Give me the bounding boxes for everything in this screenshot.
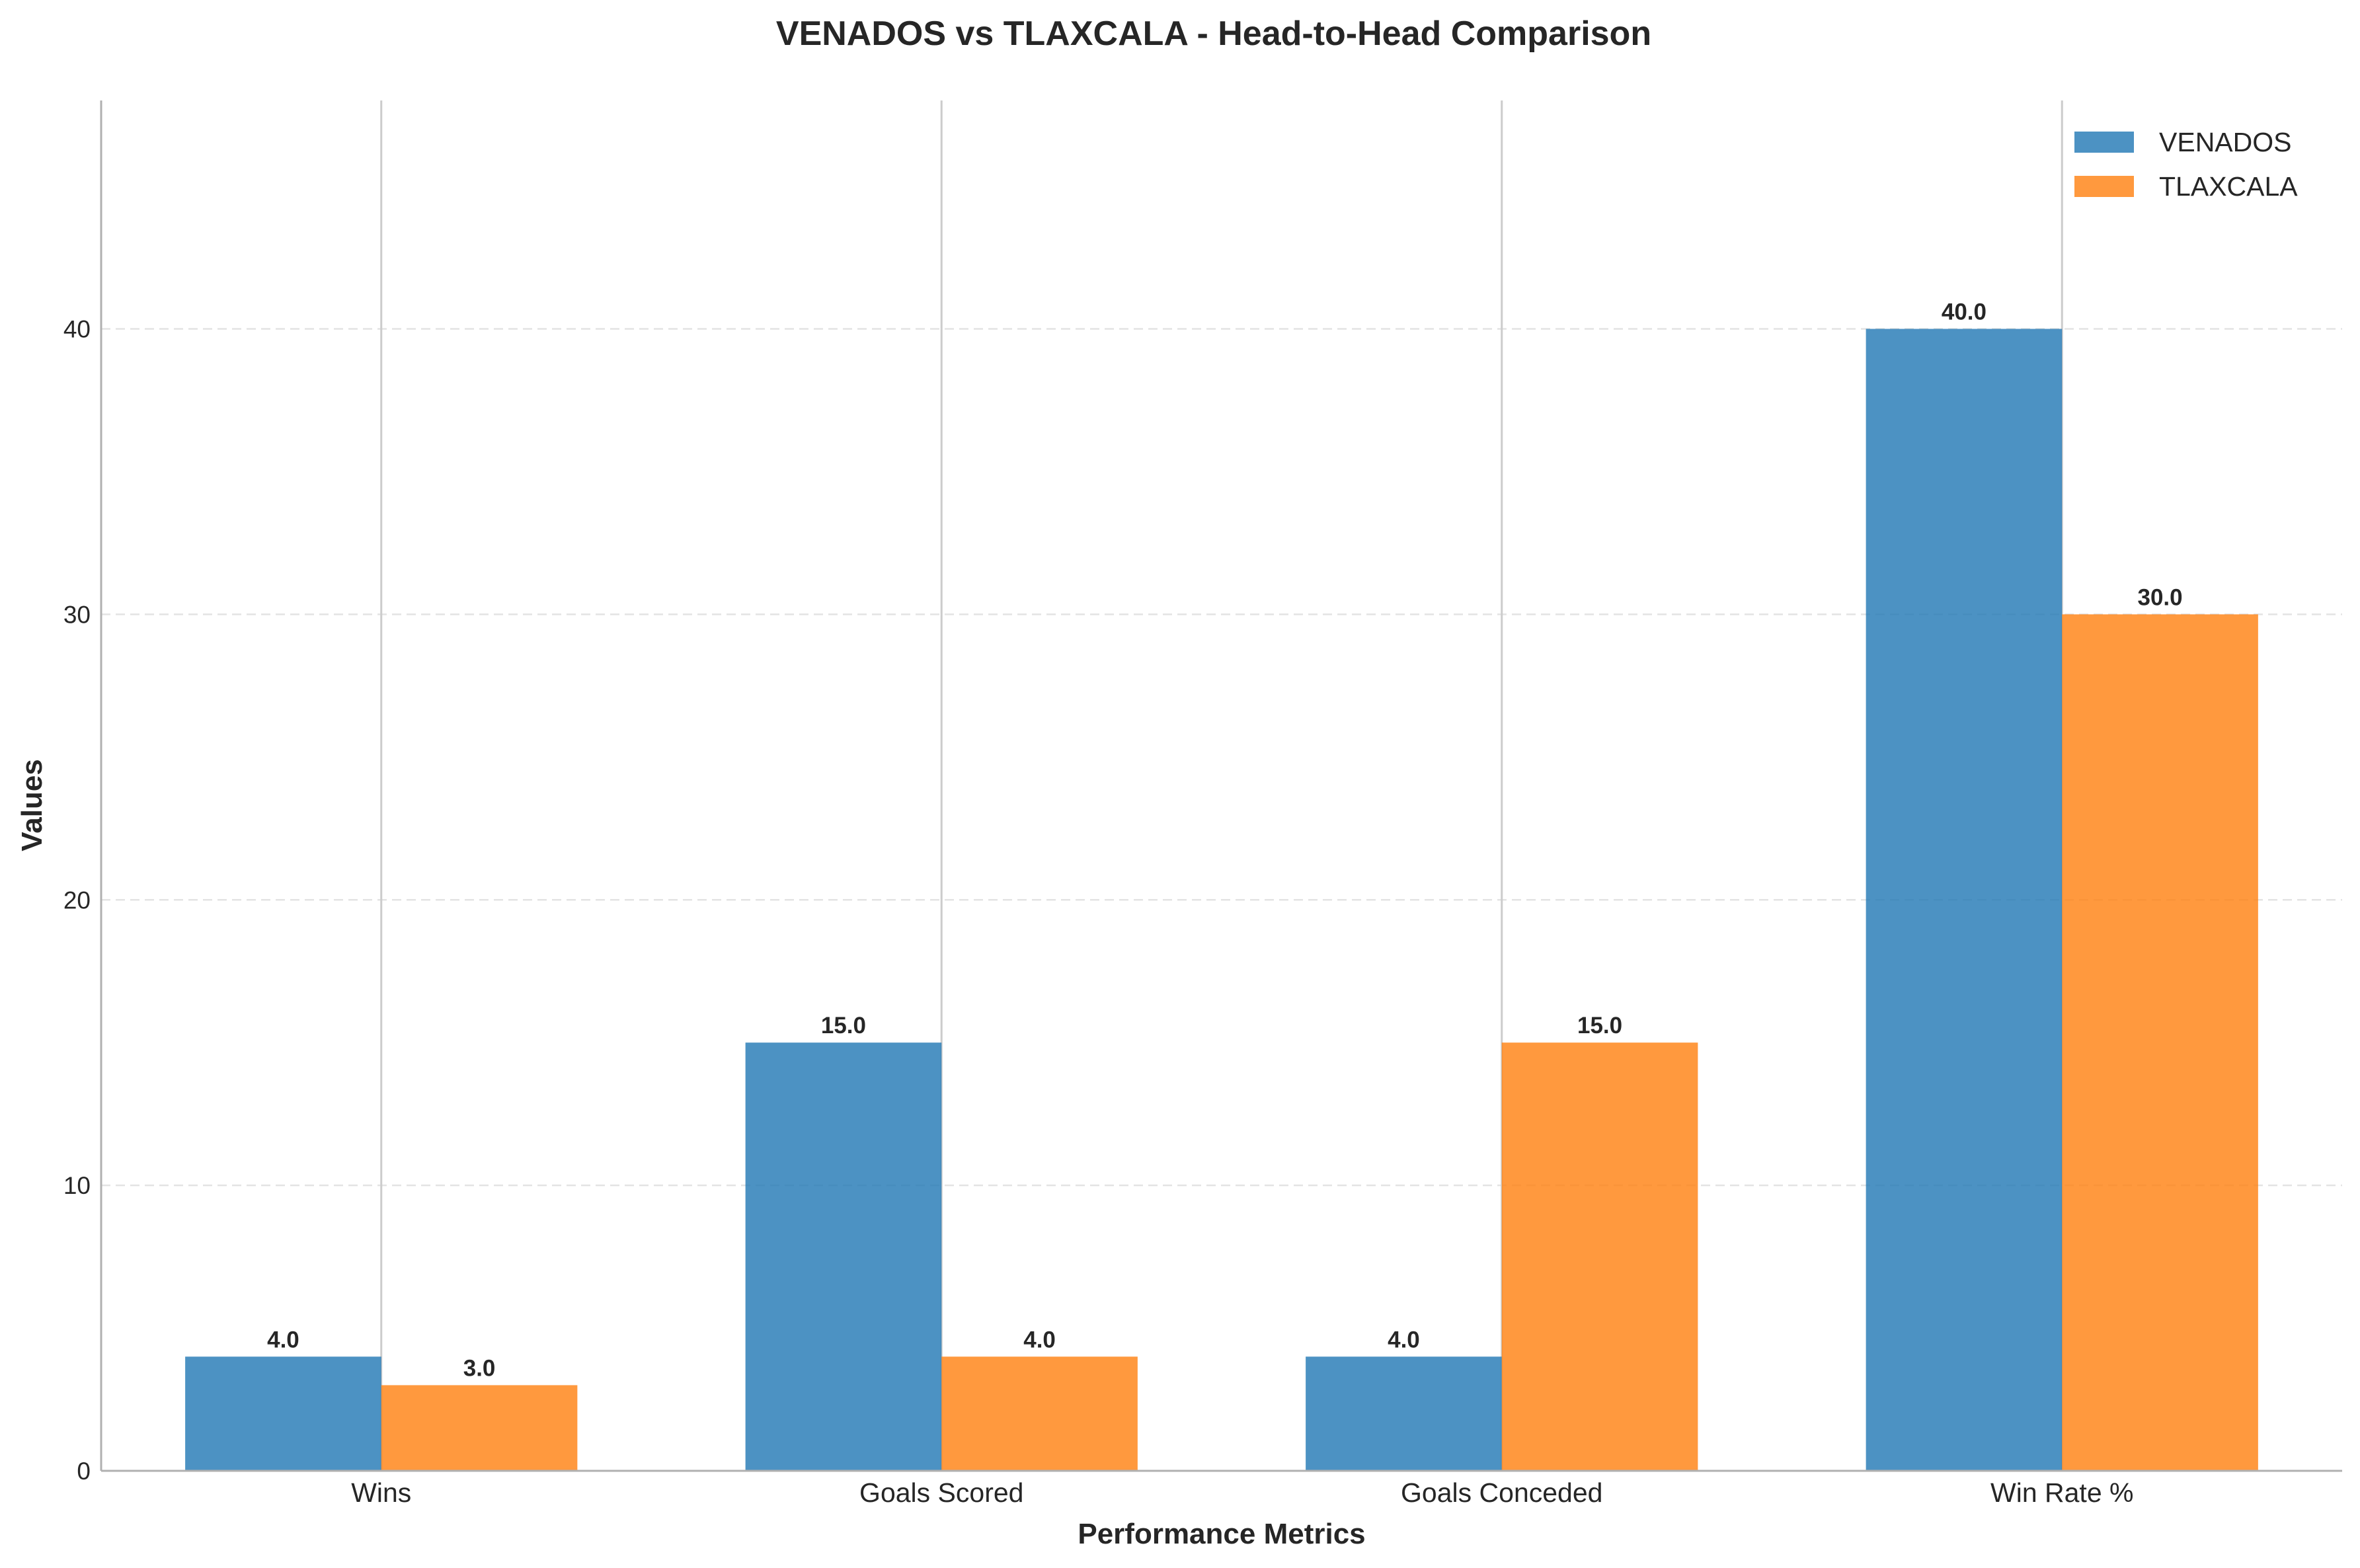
y-tick-label: 30 [63, 601, 91, 628]
x-tick-label: Goals Conceded [1401, 1477, 1602, 1508]
bar-tlaxcala [381, 1385, 578, 1471]
y-tick-labels: 0 10 20 30 40 [63, 316, 91, 1485]
bar-value-label: 15.0 [1577, 1013, 1622, 1039]
x-tick-label: Goals Scored [859, 1477, 1023, 1508]
bars [185, 329, 2258, 1471]
chart-title: VENADOS vs TLAXCALA - Head-to-Head Compa… [776, 15, 1651, 53]
y-tick-label: 40 [63, 316, 91, 343]
legend-label-tlaxcala: TLAXCALA [2159, 171, 2298, 202]
y-tick-label: 10 [63, 1172, 91, 1199]
bar-value-label: 15.0 [821, 1013, 866, 1039]
x-tick-labels: Wins Goals Scored Goals Conceded Win Rate % [351, 1477, 2133, 1508]
bar-value-label: 4.0 [267, 1327, 299, 1352]
bar-tlaxcala [2062, 614, 2258, 1471]
bar-value-label: 3.0 [463, 1355, 496, 1381]
bar-value-label: 40.0 [1942, 299, 1986, 325]
bar-tlaxcala [941, 1356, 1138, 1471]
bar-value-labels: 4.0 15.0 4.0 40.0 3.0 4.0 15.0 30.0 [267, 299, 2183, 1382]
bar-venados [1306, 1356, 1502, 1471]
x-tick-label: Wins [351, 1477, 411, 1508]
legend-swatch-venados [2074, 132, 2134, 153]
bar-tlaxcala [1501, 1042, 1698, 1471]
bar-venados [185, 1356, 381, 1471]
bar-venados [1866, 329, 2063, 1471]
legend: VENADOS TLAXCALA [2074, 127, 2298, 202]
bar-value-label: 30.0 [2138, 584, 2183, 610]
bar-value-label: 4.0 [1388, 1327, 1420, 1352]
bar-value-label: 4.0 [1023, 1327, 1056, 1352]
bar-venados [745, 1042, 942, 1471]
legend-label-venados: VENADOS [2159, 127, 2292, 157]
x-axis-label: Performance Metrics [1078, 1518, 1365, 1550]
x-tick-label: Win Rate % [1990, 1477, 2133, 1508]
y-axis-label: Values [16, 759, 48, 851]
y-tick-label: 20 [63, 886, 91, 914]
y-tick-label: 0 [77, 1458, 91, 1485]
legend-swatch-tlaxcala [2074, 176, 2134, 197]
